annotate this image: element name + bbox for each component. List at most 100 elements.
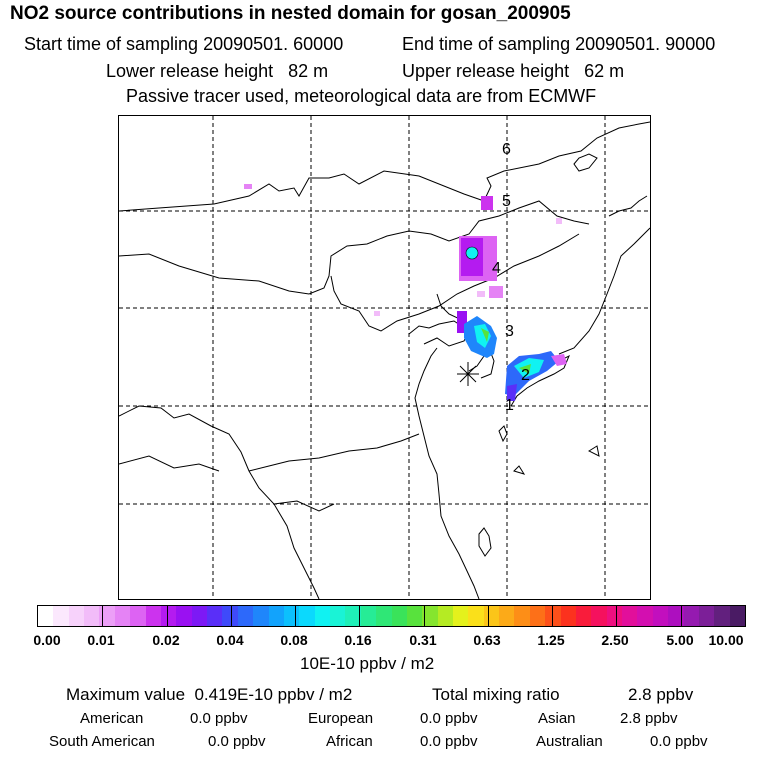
page-title: NO2 source contributions in nested domai… bbox=[10, 3, 571, 24]
colorbar-swatch bbox=[545, 606, 561, 626]
total-mixing-label: Total mixing ratio bbox=[432, 685, 560, 704]
colorbar-swatch bbox=[699, 606, 714, 626]
colorbar-divider bbox=[295, 606, 296, 626]
colorbar-swatch bbox=[38, 606, 53, 626]
release-site-marker bbox=[457, 362, 479, 386]
region-value-south-american: 0.0 ppbv bbox=[208, 733, 266, 750]
colorbar-divider bbox=[616, 606, 617, 626]
colorbar-swatch bbox=[53, 606, 69, 626]
region-name-american: American bbox=[80, 710, 144, 727]
colorbar-tick-label: 5.00 bbox=[666, 632, 694, 648]
colorbar-swatch bbox=[422, 606, 438, 626]
colorbar-divider bbox=[102, 606, 103, 626]
colorbar-swatch bbox=[668, 606, 684, 626]
colorbar-swatch bbox=[591, 606, 607, 626]
colorbar-tick-label: 0.31 bbox=[409, 632, 437, 648]
colorbar-swatch bbox=[407, 606, 422, 626]
lower-release-height: Lower release height 82 m bbox=[106, 61, 329, 81]
colorbar-swatch bbox=[222, 606, 238, 626]
colorbar-swatch bbox=[714, 606, 730, 626]
colorbar bbox=[37, 605, 746, 627]
colorbar-tick-label: 0.02 bbox=[152, 632, 180, 648]
colorbar-divider bbox=[424, 606, 425, 626]
map-panel: 1 2 3 4 5 6 bbox=[118, 115, 651, 600]
colorbar-swatch bbox=[576, 606, 591, 626]
map-canvas: 1 2 3 4 5 6 bbox=[119, 116, 650, 599]
colorbar-tick-label: 0.04 bbox=[216, 632, 244, 648]
region-name-european: European bbox=[308, 710, 374, 727]
colorbar-swatch bbox=[468, 606, 484, 626]
colorbar-swatch bbox=[561, 606, 576, 626]
colorbar-unit: 10E-10 ppbv / m2 bbox=[300, 654, 435, 673]
colorbar-swatch bbox=[653, 606, 668, 626]
colorbar-swatch bbox=[207, 606, 222, 626]
colorbar-swatch bbox=[299, 606, 315, 626]
colorbar-swatch bbox=[161, 606, 176, 626]
region-name-asian: Asian bbox=[538, 710, 576, 727]
upper-release-height: Upper release height 62 m bbox=[402, 61, 625, 81]
colorbar-swatch bbox=[376, 606, 392, 626]
colorbar-divider bbox=[552, 606, 553, 626]
region-value-asian: 2.8 ppbv bbox=[620, 710, 678, 727]
colorbar-swatch bbox=[99, 606, 115, 626]
sampling-end-time: End time of sampling 20090501. 90000 bbox=[402, 34, 716, 54]
colorbar-swatch bbox=[484, 606, 499, 626]
colorbar-tick-label: 0.00 bbox=[33, 632, 61, 648]
colorbar-swatch bbox=[253, 606, 269, 626]
colorbar-swatch bbox=[392, 606, 407, 626]
colorbar-swatch bbox=[238, 606, 253, 626]
colorbar-swatch bbox=[684, 606, 699, 626]
colorbar-divider bbox=[488, 606, 489, 626]
region-name-south-american: South American bbox=[49, 733, 155, 750]
colorbar-swatch bbox=[499, 606, 514, 626]
colorbar-swatch bbox=[284, 606, 299, 626]
tracer-note: Passive tracer used, meteorological data… bbox=[126, 86, 597, 106]
colorbar-tick-label: 2.50 bbox=[601, 632, 629, 648]
colorbar-swatch bbox=[315, 606, 330, 626]
lat-lon-grid bbox=[119, 116, 650, 599]
sampling-start-time: Start time of sampling 20090501. 60000 bbox=[24, 34, 344, 54]
colorbar-tick-label: 0.01 bbox=[87, 632, 115, 648]
colorbar-swatch bbox=[730, 606, 745, 626]
track-label-6: 6 bbox=[502, 141, 511, 158]
track-label-5: 5 bbox=[502, 193, 511, 210]
colorbar-swatch bbox=[84, 606, 99, 626]
colorbar-tick-label: 1.25 bbox=[537, 632, 565, 648]
region-value-american: 0.0 ppbv bbox=[190, 710, 248, 727]
maximum-value: Maximum value 0.419E-10 ppbv / m2 bbox=[66, 685, 353, 704]
colorbar-swatch bbox=[69, 606, 84, 626]
region-value-european: 0.0 ppbv bbox=[420, 710, 478, 727]
colorbar-swatch bbox=[269, 606, 284, 626]
colorbar-swatch bbox=[530, 606, 545, 626]
total-mixing-value: 2.8 ppbv bbox=[628, 685, 694, 704]
region-value-african: 0.0 ppbv bbox=[420, 733, 478, 750]
colorbar-swatch bbox=[176, 606, 192, 626]
colorbar-swatch bbox=[607, 606, 622, 626]
colorbar-swatch bbox=[438, 606, 453, 626]
colorbar-divider bbox=[681, 606, 682, 626]
colorbar-tick-label: 0.63 bbox=[473, 632, 501, 648]
colorbar-swatch bbox=[453, 606, 468, 626]
trajectory-labels: 1 2 3 4 5 6 bbox=[492, 141, 530, 414]
colorbar-tick-label: 10.00 bbox=[708, 632, 744, 648]
track-label-1: 1 bbox=[505, 397, 514, 414]
colorbar-divider bbox=[231, 606, 232, 626]
colorbar-swatch bbox=[330, 606, 345, 626]
colorbar-swatch bbox=[115, 606, 130, 626]
coastlines bbox=[119, 121, 650, 599]
colorbar-swatch bbox=[361, 606, 376, 626]
concentration-field bbox=[244, 184, 567, 401]
track-label-4: 4 bbox=[492, 260, 501, 277]
colorbar-swatch bbox=[192, 606, 207, 626]
region-value-australian: 0.0 ppbv bbox=[650, 733, 708, 750]
track-label-3: 3 bbox=[505, 323, 514, 340]
colorbar-swatch bbox=[130, 606, 146, 626]
colorbar-swatch bbox=[637, 606, 653, 626]
colorbar-divider bbox=[167, 606, 168, 626]
colorbar-tick-label: 0.16 bbox=[344, 632, 372, 648]
track-label-2: 2 bbox=[521, 367, 530, 384]
colorbar-swatch bbox=[146, 606, 161, 626]
region-name-australian: Australian bbox=[536, 733, 603, 750]
colorbar-swatch bbox=[345, 606, 361, 626]
colorbar-tick-label: 0.08 bbox=[280, 632, 308, 648]
